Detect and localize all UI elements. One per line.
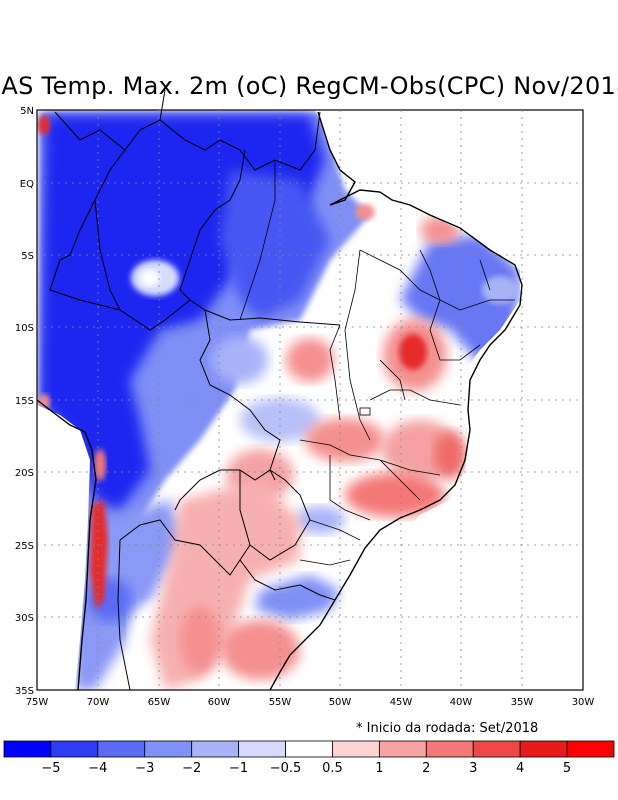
colorbar-label: 2 — [422, 761, 430, 776]
lon-label: 40W — [450, 697, 473, 708]
colorbar-label: −4 — [88, 761, 107, 776]
colorbar-swatch — [566, 740, 615, 758]
colorbar-label: −5 — [41, 761, 60, 776]
colorbar-label: −1 — [229, 761, 248, 776]
lat-axis: 5N EQ 5S 10S 15S 20S 25S 30S 35S — [15, 106, 34, 697]
colorbar-label: −3 — [135, 761, 154, 776]
lat-label: 35S — [15, 686, 34, 697]
colorbar-label: 3 — [469, 761, 477, 776]
run-start-note: * Inicio da rodada: Set/2018 — [356, 721, 539, 736]
lat-label: 25S — [15, 541, 34, 552]
lon-label: 45W — [390, 697, 413, 708]
lat-label: EQ — [20, 179, 34, 190]
colorbar-swatch — [3, 740, 52, 758]
colorbar-swatch — [332, 740, 380, 758]
coastline — [36, 111, 523, 691]
lat-label: 30S — [15, 613, 34, 624]
lat-label: 20S — [15, 468, 34, 479]
lon-label: 35W — [511, 697, 534, 708]
positive-anomaly-andes — [90, 500, 108, 610]
colorbar-label: 0.5 — [322, 761, 343, 776]
colorbar-swatch — [191, 740, 240, 758]
colorbar-label: 1 — [375, 761, 383, 776]
colorbar: −5 −4 −3 −2 −1 −0.5 0.5 1 2 3 4 5 — [3, 740, 615, 776]
lon-label: 70W — [87, 697, 110, 708]
negative-anomaly-mid — [220, 170, 330, 320]
lon-axis: 75W 70W 65W 60W 55W 50W 45W 40W 35W 30W — [26, 697, 595, 708]
colorbar-label: 5 — [563, 761, 571, 776]
lon-label: 55W — [269, 697, 292, 708]
colorbar-swatch — [144, 740, 193, 758]
colorbar-swatch — [97, 740, 146, 758]
colorbar-swatch — [378, 740, 427, 758]
negative-anomaly-northeast — [400, 235, 520, 370]
gridlines — [37, 110, 583, 690]
ocean-mask-atlantic — [300, 110, 583, 690]
colorbar-label: −2 — [182, 761, 201, 776]
colorbar-swatch — [425, 740, 474, 758]
lon-label: 60W — [208, 697, 231, 708]
lon-label: 75W — [26, 697, 49, 708]
colorbar-label: −0.5 — [270, 761, 302, 776]
lon-label: 30W — [572, 697, 595, 708]
negative-anomaly-south — [255, 575, 340, 620]
lat-label: 5N — [20, 106, 34, 117]
colorbar-swatch — [472, 740, 521, 758]
ocean-mask-pacific — [37, 405, 90, 690]
map-title: IAS Temp. Max. 2m (oC) RegCM-Obs(CPC) No… — [0, 72, 618, 100]
lon-label: 50W — [329, 697, 352, 708]
state-borders — [239, 160, 515, 566]
colorbar-label: 4 — [516, 761, 524, 776]
colorbar-swatch — [50, 740, 99, 758]
lat-label: 10S — [15, 323, 34, 334]
lat-label: 15S — [15, 396, 34, 407]
lon-label: 65W — [148, 697, 171, 708]
colorbar-swatch — [285, 740, 333, 758]
lat-label: 5S — [21, 251, 34, 262]
colorbar-swatch — [519, 740, 568, 758]
colorbar-swatch — [238, 740, 286, 758]
